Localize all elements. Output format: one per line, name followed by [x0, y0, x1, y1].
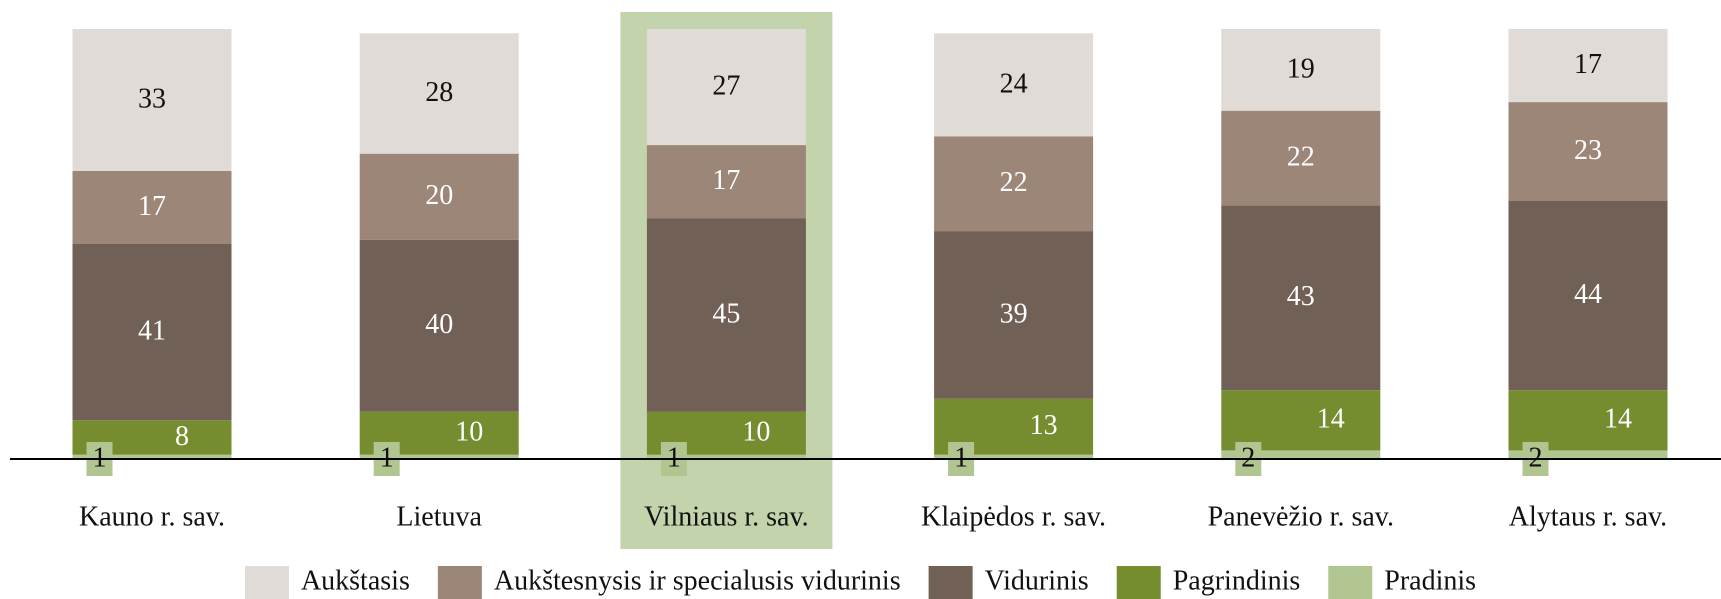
- bar-segment: [1508, 201, 1668, 391]
- x-tick-label: Lietuva: [396, 501, 482, 532]
- data-label: 1: [667, 442, 681, 473]
- bar-segment: [934, 33, 1094, 137]
- x-tick-label: Kauno r. sav.: [79, 501, 225, 532]
- data-label: 10: [742, 417, 770, 448]
- data-label: 14: [1604, 404, 1632, 435]
- x-tick-label: Klaipėdos r. sav.: [921, 501, 1106, 532]
- bar-segment: [359, 153, 519, 240]
- data-label: 1: [93, 442, 107, 473]
- data-label: 41: [138, 316, 166, 347]
- bar-segment: [359, 33, 519, 154]
- data-label: 2: [1241, 442, 1255, 473]
- bar-segment: [646, 454, 806, 459]
- data-label: 17: [1574, 49, 1602, 80]
- data-label: 20: [425, 180, 453, 211]
- bar-segment: [1508, 450, 1668, 459]
- bar-segment: [72, 29, 232, 171]
- data-label: 13: [1030, 410, 1058, 441]
- legend-label: Aukštasis: [301, 565, 410, 596]
- data-label: 44: [1574, 279, 1602, 310]
- legend-swatch: [928, 566, 973, 599]
- legend-label: Pagrindinis: [1173, 565, 1301, 596]
- data-label: 14: [1317, 404, 1345, 435]
- data-label: 43: [1287, 281, 1315, 312]
- data-label: 22: [1287, 141, 1315, 172]
- data-label: 45: [712, 298, 740, 329]
- data-label: 8: [175, 421, 189, 452]
- bar-segment: [646, 29, 806, 146]
- data-label: 33: [138, 83, 166, 114]
- legend-swatch: [1116, 566, 1161, 599]
- data-label: 1: [954, 442, 968, 473]
- data-label: 1: [380, 442, 394, 473]
- data-label: 19: [1287, 53, 1315, 84]
- data-label: 17: [712, 165, 740, 196]
- legend-label: Vidurinis: [985, 565, 1089, 596]
- bar-segment: [934, 136, 1094, 232]
- data-label: 40: [425, 309, 453, 340]
- bar-segment: [1221, 205, 1381, 391]
- legend-swatch: [1328, 566, 1373, 599]
- bar-segment: [359, 239, 519, 412]
- bar-segment: [1508, 29, 1668, 103]
- x-tick-label: Vilniaus r. sav.: [644, 501, 809, 532]
- bar-segment: [1221, 390, 1381, 451]
- bar-segment: [1508, 102, 1668, 201]
- bar-segment: [72, 244, 232, 421]
- bar-segment: [934, 454, 1094, 459]
- data-label: 39: [1000, 298, 1028, 329]
- bar-segment: [1221, 29, 1381, 111]
- bar-segment: [1221, 110, 1381, 206]
- bar-segment: [72, 454, 232, 459]
- data-label: 10: [455, 417, 483, 448]
- data-label: 22: [1000, 167, 1028, 198]
- bar-segment: [1508, 390, 1668, 451]
- legend-label: Aukštesnysis ir specialusis vidurinis: [494, 565, 901, 596]
- legend-swatch: [437, 566, 482, 599]
- legend-label: Pradinis: [1384, 565, 1476, 596]
- bar-segment: [72, 170, 232, 244]
- data-label: 17: [138, 191, 166, 222]
- data-label: 24: [1000, 68, 1028, 99]
- data-label: 2: [1529, 442, 1543, 473]
- x-tick-label: Alytaus r. sav.: [1509, 501, 1667, 532]
- bar-segment: [934, 231, 1094, 399]
- bar-segment: [646, 145, 806, 219]
- legend-swatch: [244, 566, 289, 599]
- x-tick-label: Panevėžio r. sav.: [1208, 501, 1394, 532]
- bar-segment: [1221, 450, 1381, 459]
- bar-segment: [646, 218, 806, 412]
- data-label: 28: [425, 77, 453, 108]
- bar-segment: [359, 454, 519, 459]
- data-label: 27: [712, 70, 740, 101]
- data-label: 23: [1574, 135, 1602, 166]
